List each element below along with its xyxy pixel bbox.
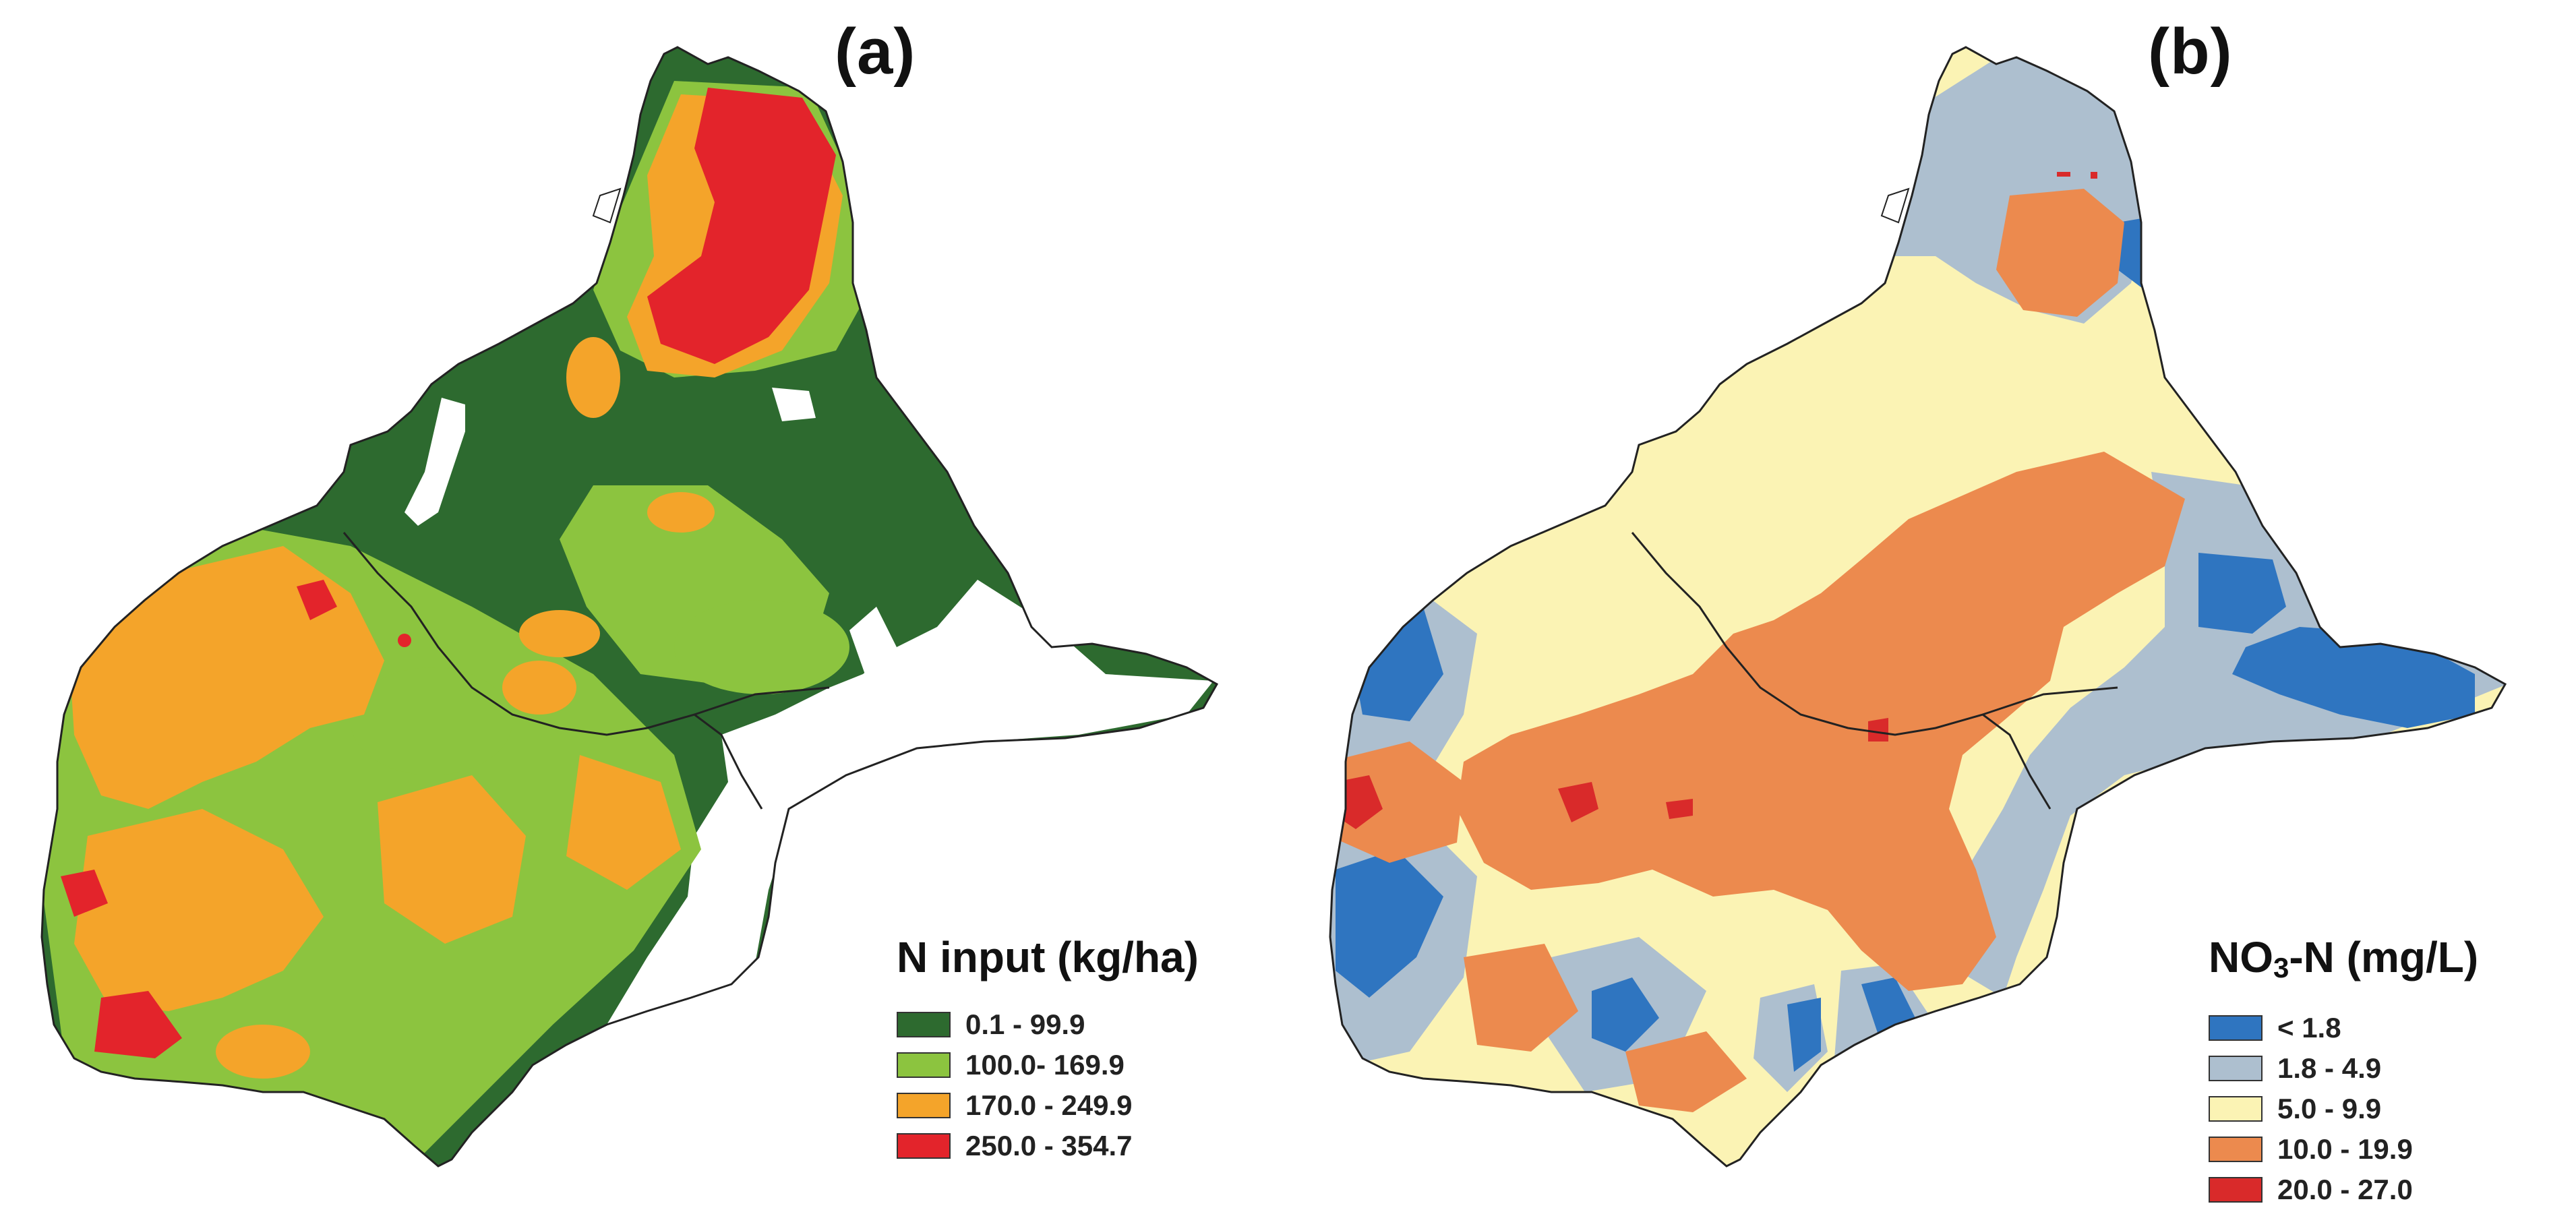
legend-item: 10.0 - 19.9 [2209,1129,2478,1170]
legend-title-rest: -N (mg/L) [2289,933,2479,981]
legend-title: NO3-N (mg/L) [2209,936,2478,982]
legend-label: 100.0- 169.9 [965,1049,1125,1081]
legend-label: < 1.8 [2277,1012,2341,1043]
legend-swatch [2209,1177,2263,1203]
legend-swatch [897,1052,951,1078]
legend-swatch [2209,1137,2263,1162]
legend-n-input: N input (kg/ha) 0.1 - 99.9 100.0- 169.9 … [897,936,1199,1166]
zone-250-354.7 [61,88,836,1058]
legend-label: 0.1 - 99.9 [965,1008,1085,1040]
legend-title: N input (kg/ha) [897,933,1199,981]
legend-item: 20.0 - 27.0 [2209,1170,2478,1210]
legend-swatch [2209,1096,2263,1122]
legend-label: 5.0 - 9.9 [2277,1093,2382,1124]
legend-item: 250.0 - 354.7 [897,1126,1199,1166]
legend-title-main: NO [2209,933,2273,981]
internal-boundary [1631,532,2051,810]
legend-label: 10.0 - 19.9 [2277,1133,2413,1165]
internal-boundary [342,532,763,810]
legend-item: 0.1 - 99.9 [897,1004,1199,1045]
legend-label: 1.8 - 4.9 [2277,1052,2382,1084]
legend-nitrate: NO3-N (mg/L) < 1.8 1.8 - 4.9 5.0 - 9.9 1… [2209,936,2478,1210]
zone-20-27.0 [1336,172,2097,829]
legend-item: 1.8 - 4.9 [2209,1048,2478,1089]
n-input-map [40,46,1218,1168]
legend-swatch [897,1093,951,1118]
nitrate-map [1329,46,2507,1168]
legend-swatch [897,1012,951,1037]
legend-label: 170.0 - 249.9 [965,1089,1133,1121]
legend-swatch [2209,1015,2263,1041]
legend-title-subscript: 3 [2273,952,2289,984]
panel-label-b: (b) [2148,16,2233,88]
legend-label: 20.0 - 27.0 [2277,1174,2413,1205]
legend-swatch [897,1133,951,1159]
legend-item: 5.0 - 9.9 [2209,1089,2478,1129]
panel-b: (b) NO3-N (mg/L) < 1.8 1.8 - 4.9 5.0 - 9… [1288,0,2576,1207]
panel-label-a: (a) [835,16,916,88]
legend-item: 100.0- 169.9 [897,1045,1199,1085]
legend-label: 250.0 - 354.7 [965,1130,1133,1161]
legend-swatch [2209,1056,2263,1081]
legend-item: < 1.8 [2209,1008,2478,1048]
panel-a: (a) N input (kg/ha) 0.1 - 99.9 100.0- 16… [0,0,1288,1207]
legend-item: 170.0 - 249.9 [897,1085,1199,1126]
